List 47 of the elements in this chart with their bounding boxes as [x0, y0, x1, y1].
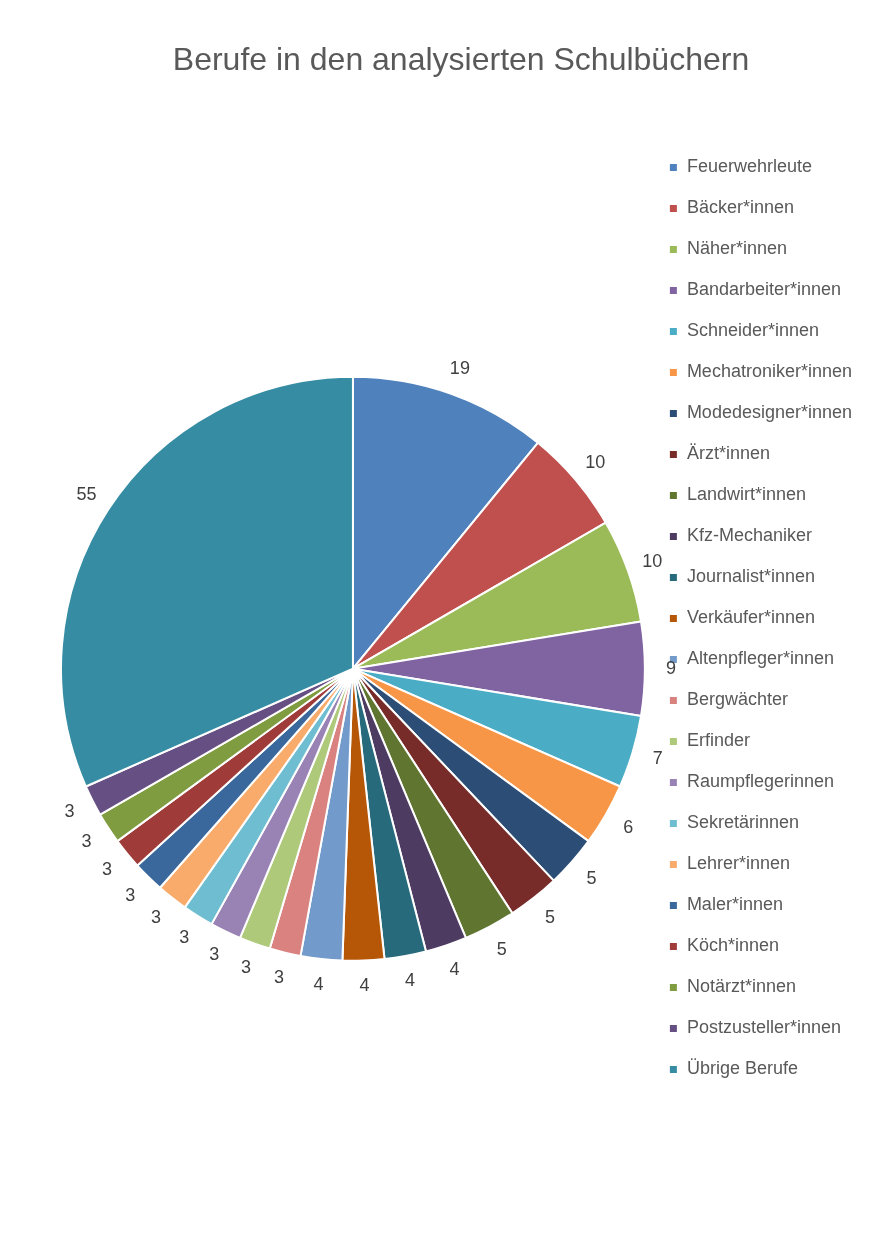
legend-label: Altenpfleger*innen: [686, 648, 834, 669]
legend-label: Landwirt*innen: [686, 484, 806, 505]
legend-label: Bergwächter: [686, 689, 788, 710]
data-label: 3: [150, 907, 161, 928]
legend-label: Journalist*innen: [686, 566, 815, 587]
data-label: 5: [544, 907, 555, 928]
legend-label: Verkäufer*innen: [686, 607, 815, 628]
legend-label: Köch*innen: [686, 935, 779, 956]
legend-label: Modedesigner*innen: [686, 402, 852, 423]
data-label: 3: [64, 801, 75, 822]
data-label: 4: [405, 970, 416, 991]
legend-label: Sekretärinnen: [686, 812, 799, 833]
data-label: 4: [313, 973, 324, 994]
legend-label: Schneider*innen: [686, 320, 819, 341]
legend-label: Erfinder: [686, 730, 750, 751]
data-label: 5: [586, 867, 597, 888]
data-label: 3: [101, 859, 112, 880]
data-label: 3: [125, 884, 136, 905]
data-label: 3: [240, 957, 252, 978]
data-label: 3: [273, 966, 285, 987]
legend-label: Bäcker*innen: [686, 197, 794, 218]
data-label: 19: [449, 358, 470, 379]
legend-label: Näher*innen: [686, 238, 787, 259]
legend-label: Kfz-Mechaniker: [686, 525, 812, 546]
legend-label: Raumpflegerinnen: [686, 771, 834, 792]
data-label: 5: [496, 938, 507, 959]
chart-title: Berufe in den analysierten Schulbüchern: [172, 41, 750, 78]
legend-label: Notärzt*innen: [686, 976, 796, 997]
legend-label: Ärzt*innen: [686, 443, 770, 464]
legend-label: Postzusteller*innen: [686, 1017, 841, 1038]
data-label: 7: [652, 748, 663, 769]
data-label: 10: [642, 550, 663, 571]
legend-label: Feuerwehrleute: [686, 156, 812, 177]
data-label: 55: [76, 484, 97, 505]
legend-label: Lehrer*innen: [686, 853, 790, 874]
data-label: 4: [359, 975, 370, 996]
data-label: 10: [585, 451, 606, 472]
legend-label: Maler*innen: [686, 894, 783, 915]
legend-label: Mechatroniker*innen: [686, 361, 852, 382]
data-label: 4: [449, 958, 460, 979]
data-label: 3: [81, 831, 92, 852]
data-label: 9: [665, 657, 676, 678]
data-label: 3: [209, 943, 220, 964]
data-label: 6: [623, 816, 634, 837]
legend-label: Bandarbeiter*innen: [686, 279, 841, 300]
legend-label: Übrige Berufe: [686, 1058, 798, 1079]
data-label: 3: [179, 927, 190, 948]
